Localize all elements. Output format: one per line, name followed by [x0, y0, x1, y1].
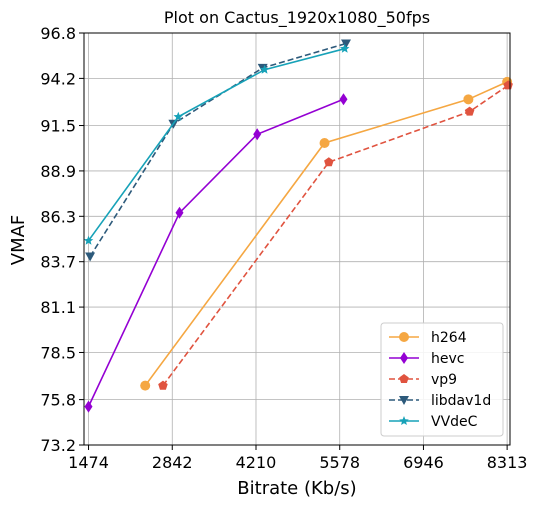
- data-point: [175, 206, 184, 219]
- data-point: [158, 380, 168, 390]
- x-tick-label: 4210: [236, 453, 277, 472]
- series-vp9: [158, 80, 513, 390]
- legend-marker: [399, 332, 409, 342]
- y-tick-label: 81.1: [40, 298, 76, 317]
- legend-marker: [399, 396, 409, 405]
- data-point: [463, 94, 474, 105]
- legend-marker: [399, 374, 409, 383]
- data-point: [259, 64, 270, 74]
- y-axis-label: VMAF: [8, 215, 29, 266]
- legend-entry-vp9: vp9: [389, 372, 457, 388]
- series-line: [162, 84, 509, 387]
- legend-label: libdav1d: [431, 393, 491, 409]
- x-tick-label: 5578: [319, 453, 360, 472]
- legend-label: hevc: [431, 351, 464, 367]
- y-tick-label: 91.5: [40, 117, 76, 136]
- data-point: [464, 106, 475, 116]
- data-point: [140, 380, 151, 391]
- data-point: [339, 93, 348, 106]
- data-point: [319, 137, 330, 148]
- chart-title: Plot on Cactus_1920x1080_50fps: [164, 8, 430, 28]
- legend-label: vp9: [431, 372, 457, 388]
- grid-lines: [84, 32, 510, 446]
- y-tick-label: 96.8: [40, 24, 76, 43]
- x-tick-label: 6946: [403, 453, 444, 472]
- legend-label: VVdeC: [431, 414, 478, 430]
- x-tick-label: 1474: [68, 453, 109, 472]
- data-point: [173, 111, 183, 121]
- data-point: [340, 43, 350, 53]
- plot-frame: [83, 32, 511, 446]
- series-hevc: [84, 93, 348, 413]
- legend-entry-vvdec: VVdeC: [389, 414, 478, 430]
- legend-entry-hevc: hevc: [389, 351, 464, 367]
- y-tick-label: 94.2: [40, 69, 76, 88]
- data-point: [84, 400, 93, 413]
- data-point: [253, 128, 262, 141]
- data-point: [324, 157, 334, 167]
- legend-marker: [399, 416, 409, 425]
- y-tick-label: 73.2: [40, 436, 76, 455]
- series-line: [87, 47, 345, 242]
- data-point: [341, 39, 351, 49]
- y-tick-label: 83.7: [40, 253, 76, 272]
- series-line: [144, 81, 508, 387]
- legend-marker: [400, 352, 408, 364]
- y-tick-label: 88.9: [40, 162, 76, 181]
- data-point: [83, 235, 94, 245]
- data-point: [503, 80, 513, 90]
- series-line: [87, 98, 344, 407]
- legend-entry-h264: h264: [389, 330, 467, 346]
- legend-label: h264: [431, 330, 467, 346]
- legend-box: [380, 322, 504, 437]
- series-vvdec: [83, 43, 350, 245]
- data-point: [85, 252, 96, 262]
- y-tick-label: 75.8: [40, 391, 76, 410]
- legend: h264 hevc vp9 libdav1d VVdeC: [380, 322, 504, 437]
- series-line: [89, 42, 347, 257]
- x-axis-label: Bitrate (Kb/s): [237, 478, 356, 499]
- axis-ticks: 1474 2842 4210 5578 6946 8313 73.2 75.8 78.5 81.1…: [40, 24, 527, 472]
- x-tick-label: 8313: [487, 453, 528, 472]
- y-tick-label: 78.5: [40, 343, 76, 362]
- y-tick-label: 86.3: [40, 207, 76, 226]
- legend-entry-libdav1d: libdav1d: [389, 393, 491, 409]
- series-libdav1d: [85, 39, 351, 262]
- x-tick-label: 2842: [152, 453, 193, 472]
